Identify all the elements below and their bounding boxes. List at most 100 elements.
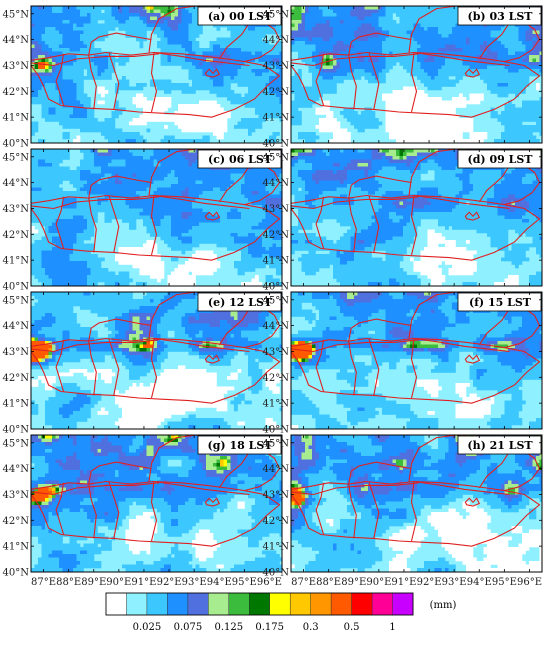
map-panel: (h) 21 LST 45°N 44°N 43°N 42°N 41°N 40°N <box>263 434 543 579</box>
lat-tick-label: 43°N <box>3 204 30 215</box>
colorbar-label: 1 <box>389 622 395 633</box>
lat-tick-label: 44°N <box>263 321 290 332</box>
colorbar-swatch <box>392 592 414 616</box>
lat-tick-label: 45°N <box>3 152 30 163</box>
lat-tick-label: 43°N <box>263 204 290 215</box>
colorbar-swatch <box>167 592 189 616</box>
boundary-lines <box>291 149 541 261</box>
precip-field <box>291 435 542 572</box>
panel-frame <box>30 5 283 144</box>
panel-title: (f) 15 LST <box>469 296 532 309</box>
lon-tick-label: 89°E <box>81 577 106 588</box>
panel-title: (b) 03 LST <box>468 10 534 23</box>
lat-tick-label: 44°N <box>3 178 30 189</box>
lon-tick-label: 87°E <box>291 577 316 588</box>
panel-frame <box>30 291 283 430</box>
colorbar-swatch <box>310 592 332 616</box>
lon-tick-label: 91°E <box>131 577 156 588</box>
panel-frame <box>30 148 283 287</box>
colorbar-swatch <box>126 592 148 616</box>
lat-tick-label: 40°N <box>263 425 290 436</box>
panel-title-box: (b) 03 LST <box>457 6 542 26</box>
colorbar-label: 0.5 <box>344 622 360 633</box>
lat-tick-label: 43°N <box>3 490 30 501</box>
lat-tick-label: 40°N <box>263 282 290 293</box>
map-panel: (f) 15 LST 45°N 44°N 43°N 42°N 41°N 40°N <box>263 291 543 436</box>
lat-tick-label: 45°N <box>263 9 290 20</box>
colorbar-swatch <box>146 592 168 616</box>
colorbar-label: 0.075 <box>174 622 203 633</box>
panel-frame <box>290 148 543 287</box>
colorbar-swatch <box>105 592 127 616</box>
lon-tick-label: 93°E <box>442 577 467 588</box>
colorbar-swatch <box>269 592 291 616</box>
lon-tick-label: 95°E <box>492 577 517 588</box>
lon-tick-label: 87°E <box>31 577 56 588</box>
precip-field <box>291 6 542 143</box>
lat-tick-label: 42°N <box>263 516 290 527</box>
lon-tick-label: 89°E <box>341 577 366 588</box>
lat-tick-label: 44°N <box>3 321 30 332</box>
lat-tick-label: 44°N <box>263 35 290 46</box>
lat-tick-label: 40°N <box>3 568 30 579</box>
panel-title: (c) 06 LST <box>208 153 273 166</box>
lon-tick-label: 90°E <box>106 577 131 588</box>
lon-tick-label: 96°E <box>257 577 282 588</box>
boundary-lines <box>291 292 541 404</box>
lat-tick-label: 44°N <box>263 464 290 475</box>
panel-frame <box>290 291 543 430</box>
panel-title: (g) 18 LST <box>208 439 274 452</box>
lat-tick-label: 44°N <box>3 35 30 46</box>
lat-tick-label: 45°N <box>3 9 30 20</box>
lon-tick-label: 94°E <box>207 577 232 588</box>
lat-tick-label: 43°N <box>263 347 290 358</box>
panel-title-box: (e) 12 LST <box>197 292 282 312</box>
precip-field <box>31 435 282 572</box>
colorbar-label: 0.125 <box>214 622 243 633</box>
lon-tick-label: 92°E <box>417 577 442 588</box>
colorbar-label: 0.025 <box>133 622 162 633</box>
panel-title: (d) 09 LST <box>468 153 534 166</box>
lat-tick-label: 41°N <box>3 542 30 553</box>
map-panel: (a) 00 LST 45°N 44°N 43°N 42°N 41°N 40°N <box>3 5 283 150</box>
colorbar-unit: (mm) <box>430 600 457 611</box>
colorbar: 0.025 0.075 0.125 0.175 0.3 0.5 1 (mm) <box>105 592 457 633</box>
colorbar-swatch <box>330 592 353 616</box>
lat-tick-label: 41°N <box>3 256 30 267</box>
panel-title-box: (c) 06 LST <box>197 149 282 169</box>
lon-tick-label: 92°E <box>157 577 182 588</box>
lat-tick-label: 45°N <box>3 438 30 449</box>
precip-field <box>31 292 282 429</box>
lat-tick-label: 45°N <box>263 438 290 449</box>
lat-tick-label: 42°N <box>3 87 30 98</box>
lat-tick-label: 45°N <box>3 295 30 306</box>
lat-tick-label: 43°N <box>3 347 30 358</box>
colorbar-swatch <box>289 592 312 616</box>
precip-field <box>291 149 542 286</box>
lat-tick-label: 41°N <box>3 113 30 124</box>
lat-tick-label: 40°N <box>3 425 30 436</box>
panel-frame <box>290 434 543 573</box>
panel-title-box: (g) 18 LST <box>197 435 282 455</box>
map-panel: (c) 06 LST 45°N 44°N 43°N 42°N 41°N 40°N <box>3 148 283 293</box>
panel-title: (h) 21 LST <box>467 439 533 452</box>
boundary-lines <box>31 6 281 118</box>
lat-tick-label: 42°N <box>263 230 290 241</box>
map-panel: (e) 12 LST 45°N 44°N 43°N 42°N 41°N 40°N <box>3 291 283 436</box>
colorbar-swatch <box>208 592 230 616</box>
lat-tick-label: 40°N <box>263 139 290 150</box>
lat-tick-label: 44°N <box>3 464 30 475</box>
lon-tick-label: 93°E <box>182 577 207 588</box>
panel-title-box: (d) 09 LST <box>457 149 542 169</box>
lat-tick-label: 42°N <box>3 516 30 527</box>
lon-tick-label: 88°E <box>56 577 81 588</box>
colorbar-swatch <box>351 592 373 616</box>
lat-tick-label: 40°N <box>263 568 290 579</box>
colorbar-swatch <box>187 592 209 616</box>
colorbar-label: 0.3 <box>303 622 319 633</box>
boundary-lines <box>291 435 541 547</box>
lon-tick-label: 95°E <box>232 577 257 588</box>
precip-field <box>31 149 282 286</box>
lon-tick-label: 91°E <box>391 577 416 588</box>
panel-frame <box>30 434 283 573</box>
